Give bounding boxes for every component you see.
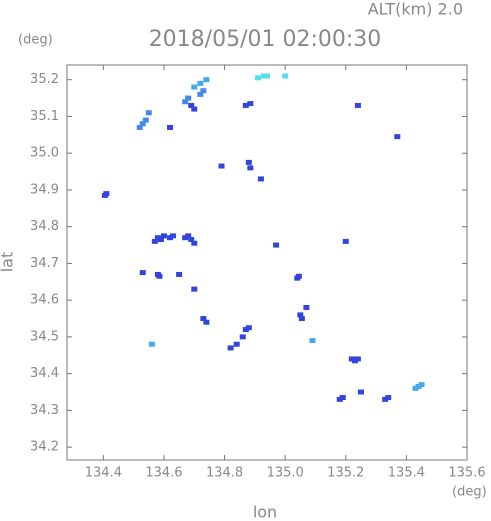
x-tick-label: 134.4 [85,466,122,481]
echo-cell [233,341,240,347]
echo-cell [148,341,155,347]
echo-cell [191,84,198,90]
echo-cell [200,88,207,94]
echo-cell [295,273,302,279]
echo-cell [282,73,289,79]
echo-cell [394,134,401,140]
echo-cell [188,237,195,243]
echo-cell [298,316,305,322]
echo-cell [264,73,270,79]
echo-cell [203,77,210,83]
echo-cell [156,273,163,279]
echo-cell [303,305,310,311]
x-tick-label: 134.8 [206,466,243,481]
echo-cell [191,286,198,292]
echo-cell [354,102,361,108]
echo-cell [239,334,246,340]
echo-cell [197,80,204,86]
chart-title: 2018/05/01 02:00:30 [149,27,382,52]
echo-cell [382,396,389,402]
echo-cell [309,338,316,344]
plot-frame [66,64,468,461]
y-axis-label: lat [0,252,17,273]
echo-cell [191,106,198,112]
echo-cell [254,75,261,81]
echo-cell [273,242,280,248]
echo-cell [242,102,249,108]
echo-cell [297,312,304,318]
echo-cell [385,395,392,401]
echo-cell [257,176,264,182]
echo-cell [342,238,349,244]
echo-cell [339,395,346,401]
chart-subtitle: ALT(km) 2.0 [368,0,463,19]
echo-cell [185,233,192,239]
y-tick-label: 34.2 [30,440,59,455]
y-tick-label: 34.6 [30,293,59,308]
echo-cell [260,73,267,79]
echo-cell [351,358,358,364]
echo-cell [415,384,422,390]
x-tick-label: 135.0 [267,466,304,481]
echo-cell [182,99,189,105]
echo-cell [227,345,234,351]
x-unit: (deg) [452,485,487,500]
y-unit: (deg) [18,33,53,48]
echo-cell [157,237,164,243]
echo-cell [167,235,174,241]
y-tick-label: 35.1 [30,109,59,124]
echo-cell [185,95,192,101]
x-tick-label: 134.6 [145,466,182,481]
echo-cell [336,396,343,402]
echo-cell [139,270,146,276]
echo-cell [151,238,158,244]
echo-cell [103,191,110,197]
echo-cell [245,159,252,165]
x-tick-label: 135.4 [388,466,425,481]
echo-cell [242,327,249,333]
echo-cell [176,271,183,277]
echo-cell [218,163,225,169]
y-tick-label: 34.9 [30,182,59,197]
y-tick-label: 35.0 [30,146,59,161]
echo-cell [170,233,177,239]
y-tick-label: 34.7 [30,256,59,271]
x-tick-label: 135.6 [448,466,485,481]
echo-cell [191,240,198,246]
y-tick-label: 34.8 [30,219,59,234]
y-tick-label: 35.2 [30,72,59,87]
echo-cell [160,233,167,239]
echo-cell [354,356,361,362]
echo-cell [357,389,364,395]
echo-cell [182,235,189,241]
x-axis-label: lon [253,503,277,521]
echo-cell [139,121,146,127]
echo-cell [412,385,419,391]
echo-cell [145,110,152,116]
echo-cell [167,124,174,130]
echo-cell [348,356,355,362]
y-tick-label: 34.5 [30,329,59,344]
echo-cell [247,101,254,107]
echo-cell [200,316,207,322]
echo-cell [197,91,204,97]
echo-cell [136,124,143,130]
echo-cell [203,319,210,325]
echo-cell [418,382,425,388]
y-tick-label: 34.4 [30,366,59,381]
echo-cell [142,117,149,123]
echo-cell [188,102,195,108]
echo-cell [154,235,161,241]
y-tick-label: 34.3 [30,403,59,418]
echo-cell [247,165,254,171]
x-tick-label: 135.2 [327,466,364,481]
echo-cell [245,325,252,331]
